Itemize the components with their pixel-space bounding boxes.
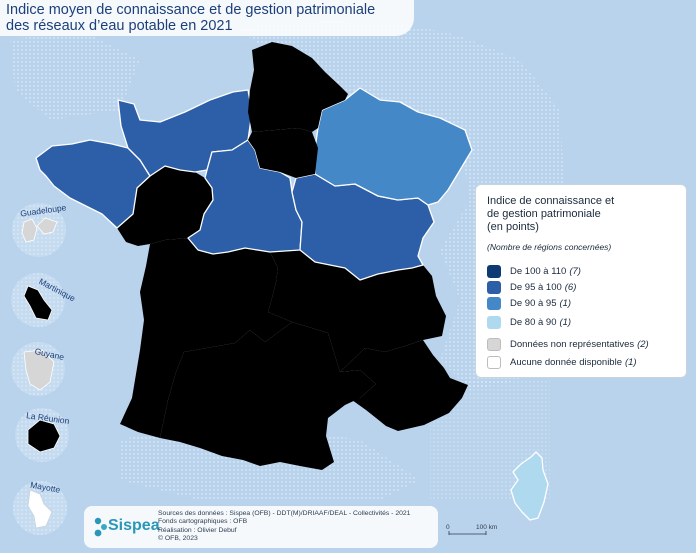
- region-bretagne: [35, 139, 151, 229]
- sispea-logo-drops-icon: [94, 517, 107, 537]
- legend-count: (2): [637, 338, 649, 350]
- map-title: Indice moyen de connaissance et de gesti…: [6, 2, 410, 34]
- inset-guadeloupe: [12, 203, 66, 257]
- region-auvergne-rhone-alpes: [268, 250, 446, 372]
- scale-end-label: 100 km: [476, 524, 498, 531]
- legend-label: De 100 à 110: [510, 265, 567, 277]
- sispea-logo: Sispea: [108, 517, 160, 534]
- region-pays-de-la-loire: [117, 166, 213, 246]
- legend-swatch: [487, 296, 501, 310]
- inset-martinique: [11, 273, 65, 327]
- credits: Sources des données : Sispea (OFB) - DDT…: [158, 510, 410, 543]
- legend-swatch: [487, 355, 501, 369]
- legend-label: Aucune donnée disponible: [510, 356, 622, 368]
- island-la-reunion: [27, 419, 61, 453]
- map-title-line-2: des réseaux d’eau potable en 2021: [6, 18, 233, 34]
- legend-count: (1): [559, 297, 572, 309]
- legend-title: Indice de connaissance et de gestion pat…: [487, 195, 677, 234]
- legend-swatch: [487, 315, 501, 329]
- region-occitanie: [160, 322, 376, 470]
- footer: Sispea Sources des données : Sispea (OFB…: [84, 506, 438, 548]
- legend-title-line-1: Indice de connaissance et: [487, 195, 615, 207]
- legend-swatch: [487, 264, 501, 278]
- credits-line: © OFB, 2023: [158, 534, 198, 542]
- legend-title-line-3: (en points): [487, 221, 539, 233]
- legend-label: De 95 à 100: [510, 281, 562, 293]
- legend-swatch: [487, 337, 501, 351]
- island-mayotte: [27, 489, 53, 529]
- legend-count: (6): [564, 281, 577, 293]
- legend-item: De 80 à 90 (1): [487, 315, 571, 329]
- scale-bar: [448, 531, 487, 535]
- region-paca: [340, 340, 468, 431]
- legend-item: Aucune donnée disponible (1): [487, 355, 637, 369]
- region-corse: [510, 451, 549, 521]
- credits-line: Sources des données : Sispea (OFB) - DDT…: [158, 510, 411, 517]
- legend-label: De 80 à 90: [510, 316, 557, 328]
- legend-item: Données non représentatives (2): [487, 337, 649, 351]
- scale-start-label: 0: [446, 524, 450, 531]
- region-centre-val-de-loire: [187, 139, 303, 255]
- legend-item: De 100 à 110 (7): [487, 264, 581, 278]
- region-nouvelle-aquitaine: [120, 238, 292, 438]
- inset-guyane: [11, 342, 65, 396]
- legend-item: De 90 à 95 (1): [487, 296, 571, 310]
- legend-label: Données non représentatives: [510, 338, 635, 350]
- credits-line: Fonds cartographiques : OFB: [158, 518, 248, 526]
- legend-count: (1): [559, 316, 572, 328]
- legend-swatch: [487, 280, 501, 294]
- region-hauts-de-france: [248, 42, 348, 132]
- legend: Indice de connaissance et de gestion pat…: [475, 184, 687, 378]
- region-grand-est: [313, 87, 473, 206]
- legend-subtitle: (Nombre de régions concernées): [487, 242, 612, 252]
- island-guadeloupe: [21, 217, 58, 243]
- legend-item: De 95 à 100 (6): [487, 280, 576, 294]
- title-panel: Indice moyen de connaissance et de gesti…: [0, 0, 414, 36]
- credits-line: Réalisation : Olivier Debuf: [158, 526, 237, 534]
- legend-title-line-2: de gestion patrimoniale: [487, 208, 601, 220]
- legend-count: (7): [569, 265, 581, 277]
- legend-label: De 90 à 95: [510, 297, 557, 309]
- map-title-line-1: Indice moyen de connaissance et de gesti…: [6, 2, 376, 18]
- island-martinique: [23, 285, 53, 321]
- region-ile-de-france: [248, 128, 318, 178]
- inset-la-reunion: [15, 408, 69, 462]
- inset-mayotte: [13, 481, 67, 535]
- territory-guyane: [23, 349, 55, 391]
- legend-count: (1): [624, 356, 637, 368]
